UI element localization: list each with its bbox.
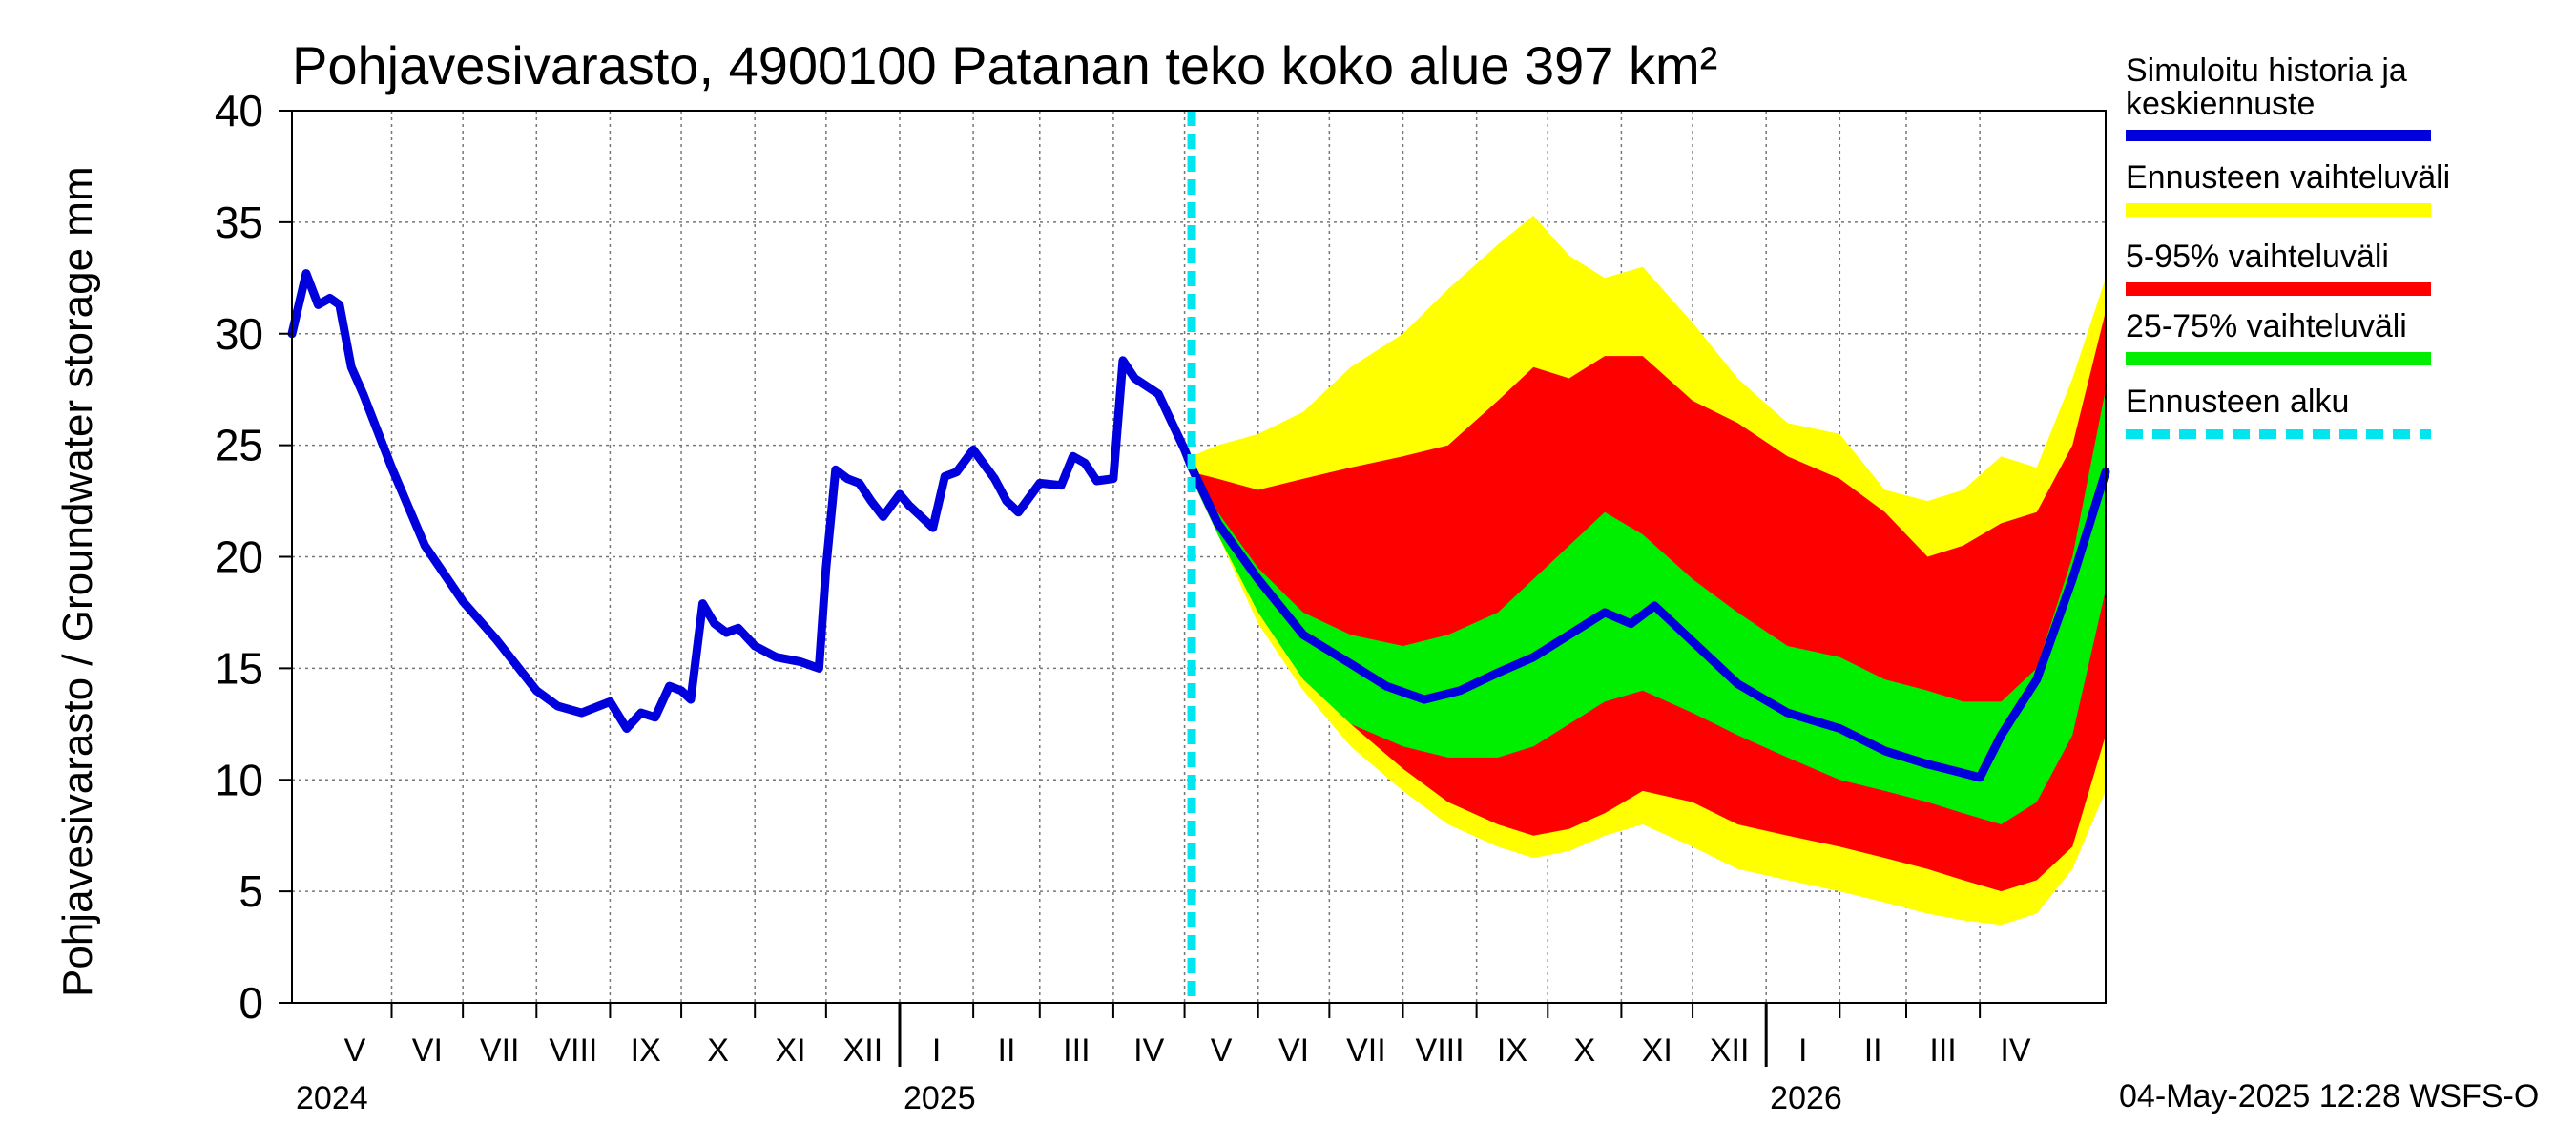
legend-swatch-full-range	[2126, 203, 2431, 217]
month-label: IV	[1133, 1032, 1164, 1069]
month-label: XII	[1710, 1032, 1750, 1069]
legend-swatch-25-75	[2126, 352, 2431, 365]
legend-swatch-median	[2126, 130, 2431, 141]
x-axis-labels: V VI VII VIII IX X XI XII I II III IV V VI VII VIII IX X X…	[296, 1003, 2031, 1116]
y-tick-label: 20	[215, 532, 263, 582]
chart-title: Pohjavesivarasto, 4900100 Patanan teko k…	[292, 35, 1717, 95]
month-label: III	[1063, 1032, 1090, 1069]
y-tick-label: 15	[215, 643, 263, 693]
footer-timestamp: 04-May-2025 12:28 WSFS-O	[2119, 1078, 2539, 1114]
y-tick-label: 10	[215, 755, 263, 804]
month-label: IV	[2000, 1032, 2030, 1069]
y-tick-label: 30	[215, 309, 263, 359]
month-label: XI	[1642, 1032, 1672, 1069]
median-line-layer	[287, 269, 2110, 782]
y-axis-label: Pohjavesivarasto / Groundwater storage m…	[54, 166, 101, 997]
month-label: I	[932, 1032, 941, 1069]
month-label: V	[344, 1032, 366, 1069]
year-label: 2025	[904, 1080, 976, 1116]
month-label: VI	[412, 1032, 443, 1069]
month-label: VII	[1346, 1032, 1386, 1069]
legend-label-median-line1: Simuloitu historia ja	[2126, 52, 2407, 89]
legend-label-median-line2: keskiennuste	[2126, 86, 2315, 122]
month-label: II	[1864, 1032, 1882, 1069]
month-label: VIII	[549, 1032, 597, 1069]
legend-label-5-95: 5-95% vaihteluväli	[2126, 239, 2389, 275]
year-label: 2024	[296, 1080, 368, 1116]
y-tick-label: 5	[239, 866, 263, 916]
month-label: X	[707, 1032, 729, 1069]
legend-label-25-75: 25-75% vaihteluväli	[2126, 308, 2407, 344]
legend-label-full-range: Ennusteen vaihteluväli	[2126, 159, 2450, 196]
y-tick-label: 40	[215, 86, 263, 135]
month-label: II	[998, 1032, 1016, 1069]
month-label: X	[1573, 1032, 1595, 1069]
legend-label-forecast-start: Ennusteen alku	[2126, 384, 2349, 420]
month-label: VI	[1278, 1032, 1309, 1069]
month-label: XI	[775, 1032, 805, 1069]
month-label: VIII	[1416, 1032, 1465, 1069]
y-tick-label: 0	[239, 978, 263, 1028]
month-label: VII	[480, 1032, 520, 1069]
month-label: III	[1929, 1032, 1956, 1069]
month-label: I	[1798, 1032, 1807, 1069]
y-tick-label: 35	[215, 198, 263, 247]
median-line	[287, 269, 2110, 782]
month-label: V	[1211, 1032, 1233, 1069]
legend: Simuloitu historia ja keskiennuste Ennus…	[2126, 52, 2450, 439]
month-label: IX	[1497, 1032, 1527, 1069]
month-label: XII	[843, 1032, 883, 1069]
year-label: 2026	[1770, 1080, 1842, 1116]
month-label: IX	[631, 1032, 661, 1069]
y-axis-ticks: 0 5 10 15 20 25 30 35 40	[215, 86, 292, 1028]
legend-swatch-5-95	[2126, 282, 2431, 296]
y-tick-label: 25	[215, 421, 263, 470]
